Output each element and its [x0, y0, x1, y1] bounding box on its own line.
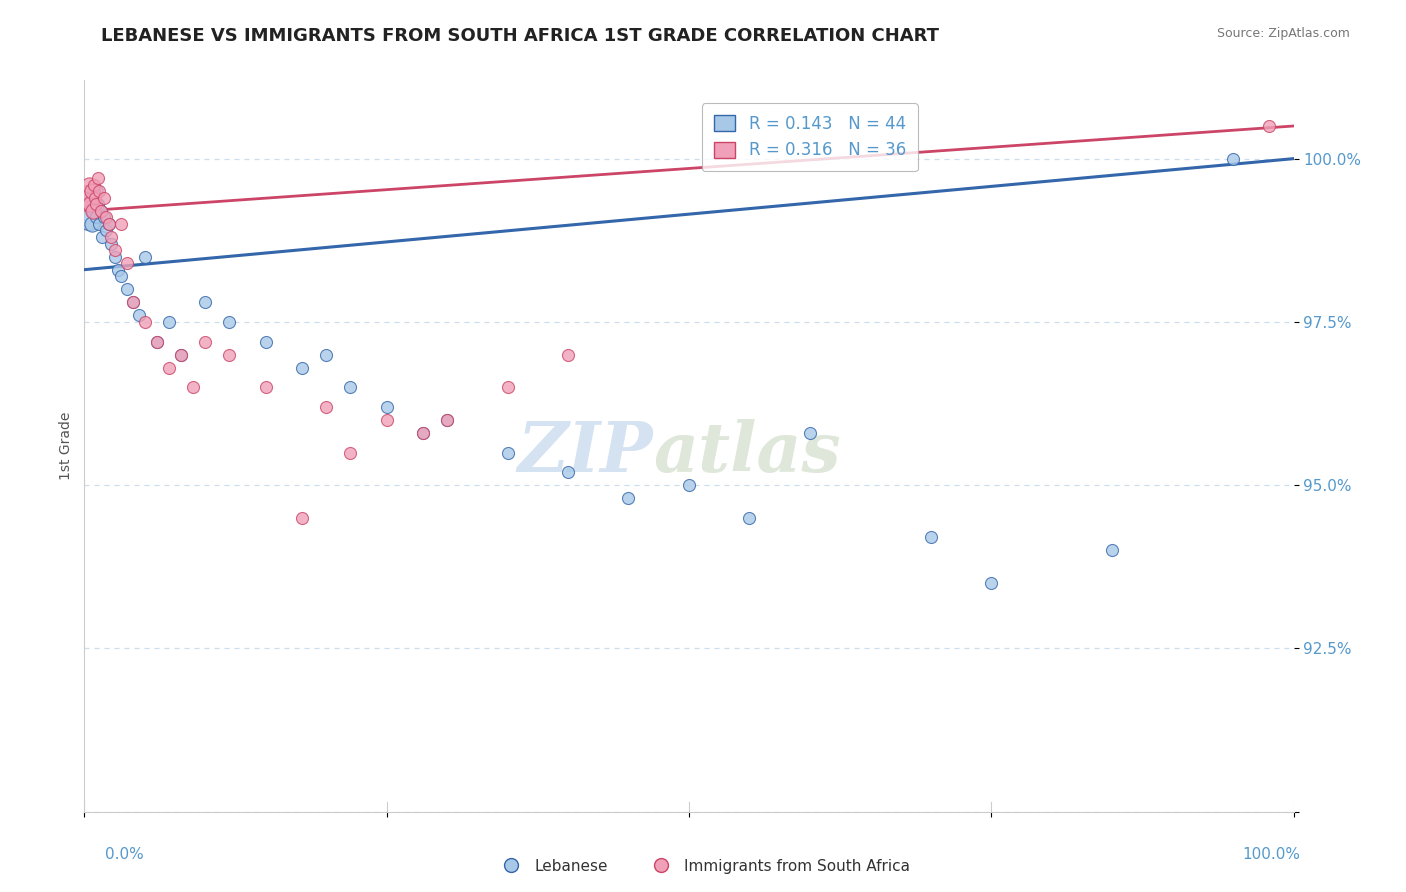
Point: [181, 380, 204, 394]
Point: [80, 184, 103, 198]
Point: [93, 191, 115, 205]
Point: [291, 511, 314, 525]
Point: [93, 211, 115, 225]
Point: [87, 184, 110, 198]
Y-axis label: 1st Grade: 1st Grade: [59, 412, 73, 480]
Text: LEBANESE VS IMMIGRANTS FROM SOUTH AFRICA 1ST GRADE CORRELATION CHART: LEBANESE VS IMMIGRANTS FROM SOUTH AFRICA…: [101, 27, 939, 45]
Point: [920, 530, 942, 544]
Point: [254, 334, 277, 349]
Point: [84, 191, 107, 205]
Point: [77, 211, 100, 225]
Point: [84, 184, 107, 198]
Point: [83, 178, 105, 192]
Point: [315, 347, 337, 361]
Point: [104, 243, 127, 257]
Point: [134, 315, 156, 329]
Point: [170, 347, 193, 361]
Point: [115, 256, 138, 270]
Point: [678, 478, 700, 492]
Point: [157, 315, 180, 329]
Legend: R = 0.143   N = 44, R = 0.316   N = 36: R = 0.143 N = 44, R = 0.316 N = 36: [702, 103, 918, 171]
Point: [104, 250, 127, 264]
Point: [157, 360, 180, 375]
Point: [83, 203, 105, 218]
Point: [86, 197, 108, 211]
Point: [82, 191, 104, 205]
Point: [79, 197, 101, 211]
Point: [100, 236, 122, 251]
Point: [194, 334, 217, 349]
Text: atlas: atlas: [652, 418, 841, 486]
Point: [496, 380, 519, 394]
Point: [107, 262, 129, 277]
Point: [86, 211, 108, 225]
Point: [436, 413, 458, 427]
Point: [94, 223, 117, 237]
Point: [218, 347, 240, 361]
Point: [146, 334, 169, 349]
Point: [254, 380, 277, 394]
Point: [291, 360, 314, 375]
Point: [738, 511, 761, 525]
Point: [799, 425, 821, 440]
Point: [412, 425, 434, 440]
Point: [617, 491, 640, 506]
Point: [97, 217, 120, 231]
Point: [557, 465, 579, 479]
Point: [375, 413, 398, 427]
Point: [980, 576, 1002, 591]
Point: [1258, 119, 1281, 133]
Point: [194, 295, 217, 310]
Point: [121, 295, 143, 310]
Point: [315, 400, 337, 414]
Point: [91, 230, 114, 244]
Point: [87, 217, 110, 231]
Point: [110, 269, 132, 284]
Text: 100.0%: 100.0%: [1243, 847, 1301, 863]
Point: [79, 197, 101, 211]
Point: [1222, 152, 1244, 166]
Point: [146, 334, 169, 349]
Point: [170, 347, 193, 361]
Text: ZIP: ZIP: [517, 418, 652, 486]
Point: [77, 178, 100, 192]
Point: [90, 203, 112, 218]
Point: [90, 203, 112, 218]
Point: [94, 211, 117, 225]
Point: [339, 445, 361, 459]
Point: [86, 171, 108, 186]
Point: [1101, 543, 1123, 558]
Point: [86, 197, 108, 211]
Text: Source: ZipAtlas.com: Source: ZipAtlas.com: [1216, 27, 1350, 40]
Point: [97, 217, 120, 231]
Point: [134, 250, 156, 264]
Legend: Lebanese, Immigrants from South Africa: Lebanese, Immigrants from South Africa: [489, 853, 917, 880]
Point: [128, 309, 150, 323]
Point: [557, 347, 579, 361]
Point: [412, 425, 434, 440]
Point: [375, 400, 398, 414]
Text: 0.0%: 0.0%: [105, 847, 145, 863]
Point: [496, 445, 519, 459]
Point: [121, 295, 143, 310]
Point: [110, 217, 132, 231]
Point: [339, 380, 361, 394]
Point: [82, 203, 104, 218]
Point: [80, 217, 103, 231]
Point: [218, 315, 240, 329]
Point: [100, 230, 122, 244]
Point: [115, 282, 138, 296]
Point: [436, 413, 458, 427]
Point: [77, 191, 100, 205]
